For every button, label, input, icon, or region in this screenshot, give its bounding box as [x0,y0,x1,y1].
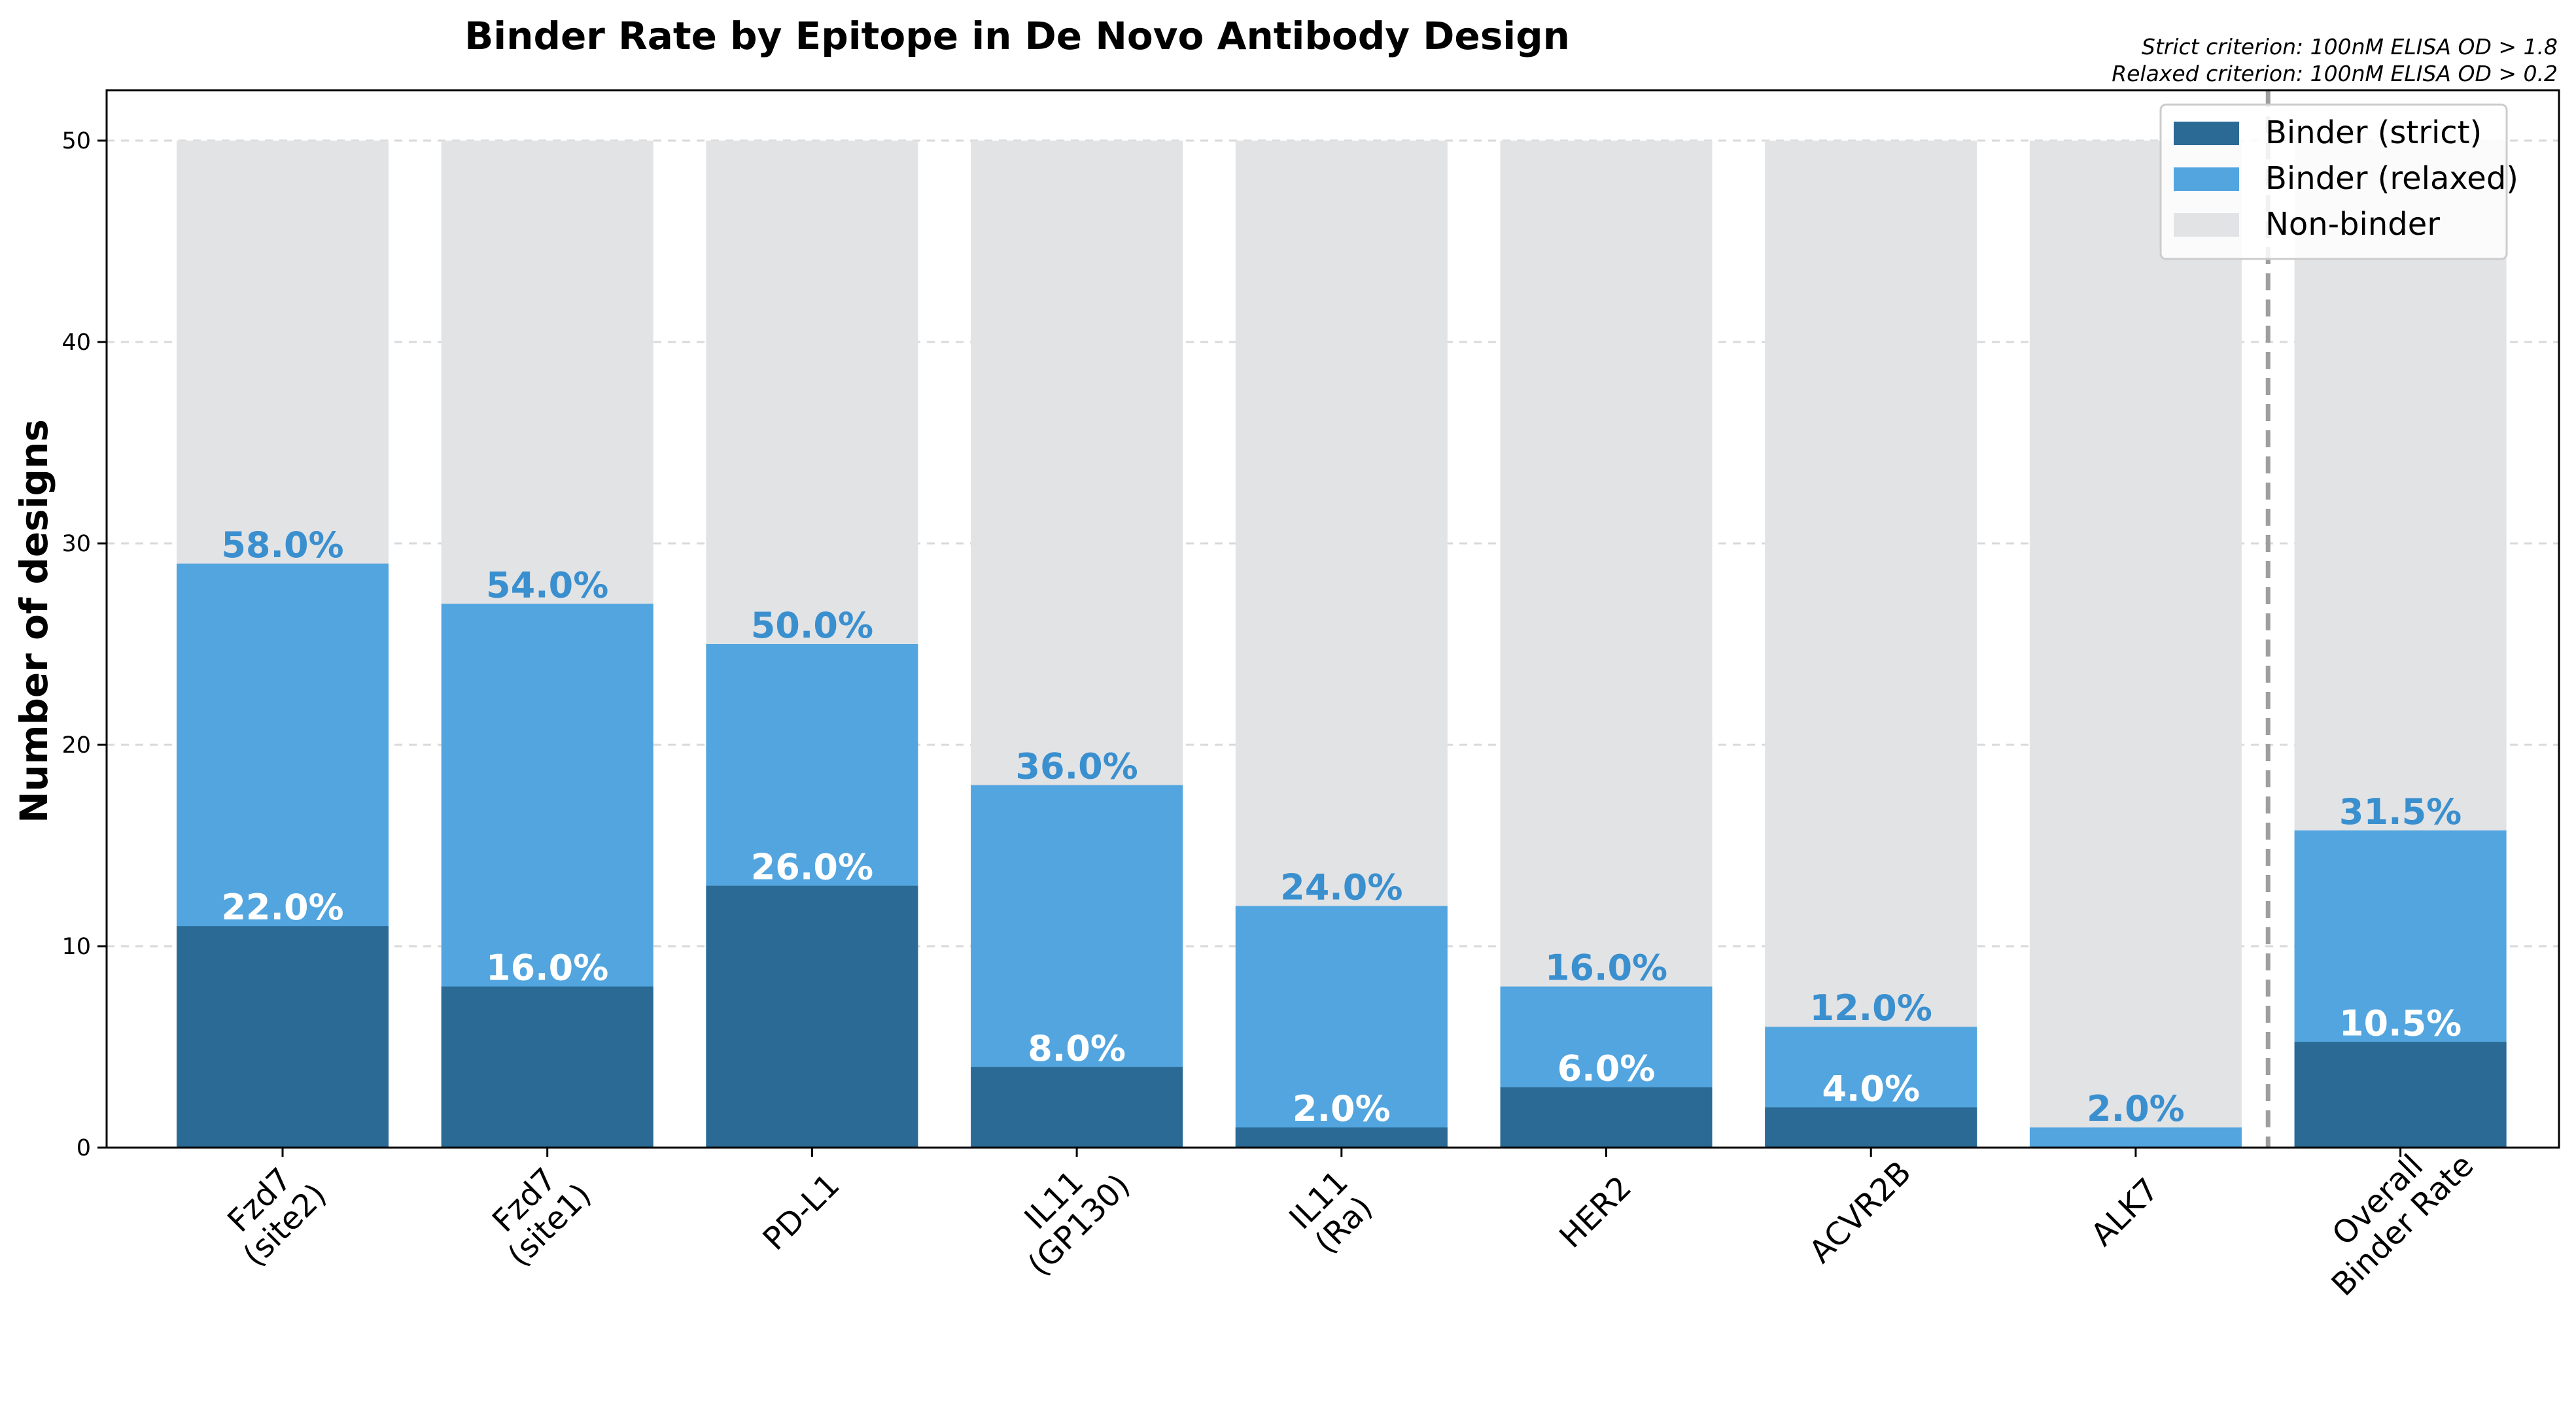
strict-percent-label: 16.0% [486,948,608,989]
relaxed-percent-label: 16.0% [1545,948,1667,989]
relaxed-percent-label: 50.0% [751,605,873,646]
x-category-line: ACVR2B [1802,1154,1919,1271]
x-category-line: PD-L1 [756,1167,847,1257]
bar-non-binder [1500,141,1713,1148]
relaxed-percent-label: 24.0% [1280,866,1402,908]
legend-label: Non-binder [2265,206,2440,243]
strict-percent-label: 6.0% [1558,1048,1656,1089]
relaxed-percent-label: 58.0% [221,524,343,566]
bar-binder-strict [1500,1087,1713,1148]
bar-binder-strict [971,1067,1183,1148]
x-category-label: HER2 [1552,1169,1639,1256]
bar-binder-strict [706,885,918,1148]
strict-percent-label: 8.0% [1028,1028,1126,1069]
x-category-label: PD-L1 [756,1167,847,1257]
x-axis-ticks: Fzd7(site2) Fzd7(site1) PD-L1 IL11(GP130) IL… [211,1122,2480,1303]
strict-percent-label: 4.0% [1822,1068,1920,1109]
y-axis-label: Number of designs [12,419,56,823]
x-category-label: ACVR2B [1802,1154,1919,1271]
x-category-label: ALK7 [2084,1171,2167,1254]
relaxed-percent-label: 12.0% [1810,987,1932,1029]
bar-binder-relaxed [1235,906,1448,1148]
relaxed-percent-label: 36.0% [1015,746,1138,787]
bar-binder-strict [441,986,653,1148]
y-tick-label: 20 [61,732,91,759]
bar-binder-strict [2294,1042,2507,1148]
y-tick-label: 40 [61,330,91,356]
x-category-label: IL11(GP130) [996,1142,1138,1283]
legend-swatch [2174,122,2239,145]
x-category-label: Fzd7(site1) [476,1152,599,1274]
y-tick-label: 10 [61,934,91,960]
bars-layer [177,141,2507,1148]
legend-box [2159,103,2508,260]
relaxed-percent-label: 2.0% [2087,1088,2185,1129]
strict-percent-label: 10.5% [2339,1002,2462,1044]
y-tick-label: 0 [77,1135,91,1161]
bar-binder-strict [1235,1127,1448,1148]
strict-criterion-note: Strict criterion: 100nM ELISA OD > 1.8 [2142,34,2558,60]
value-labels-layer: 58.0% 22.0% 54.0% 16.0% 50.0% 26.0% 36.0% 8.0% 2… [221,524,2462,1129]
x-category-line: HER2 [1552,1169,1639,1256]
legend-label: Binder (relaxed) [2265,160,2518,197]
bar-binder-strict [1765,1107,1977,1148]
y-axis-ticks: 0 10 20 30 40 50 [61,128,107,1161]
bar-non-binder [2029,141,2242,1148]
strict-percent-label: 26.0% [751,847,873,888]
y-tick-label: 50 [61,128,91,154]
strict-percent-label: 2.0% [1293,1088,1391,1129]
plot-frame [105,89,2560,1149]
relaxed-percent-label: 54.0% [486,564,608,606]
legend-swatch [2174,167,2239,191]
relaxed-percent-label: 31.5% [2339,791,2462,832]
x-category-label: Fzd7(site2) [211,1152,334,1274]
x-category-line: ALK7 [2084,1171,2167,1254]
y-tick-label: 30 [61,531,91,557]
legend-swatch [2174,213,2239,237]
x-category-label: OverallBinder Rate [2299,1122,2480,1303]
legend-label: Binder (strict) [2265,114,2482,151]
legend: Binder (strict) Binder (relaxed) Non-binde… [2159,103,2518,260]
strict-percent-label: 22.0% [221,887,343,928]
x-category-label: IL11(Ra) [1282,1163,1380,1261]
relaxed-criterion-note: Relaxed criterion: 100nM ELISA OD > 0.2 [2112,61,2558,86]
bar-binder-strict [177,926,389,1148]
bar-binder-relaxed [2029,1127,2242,1148]
chart-title: Binder Rate by Epitope in De Novo Antibo… [464,14,1570,58]
bar-non-binder [1765,141,1977,1148]
